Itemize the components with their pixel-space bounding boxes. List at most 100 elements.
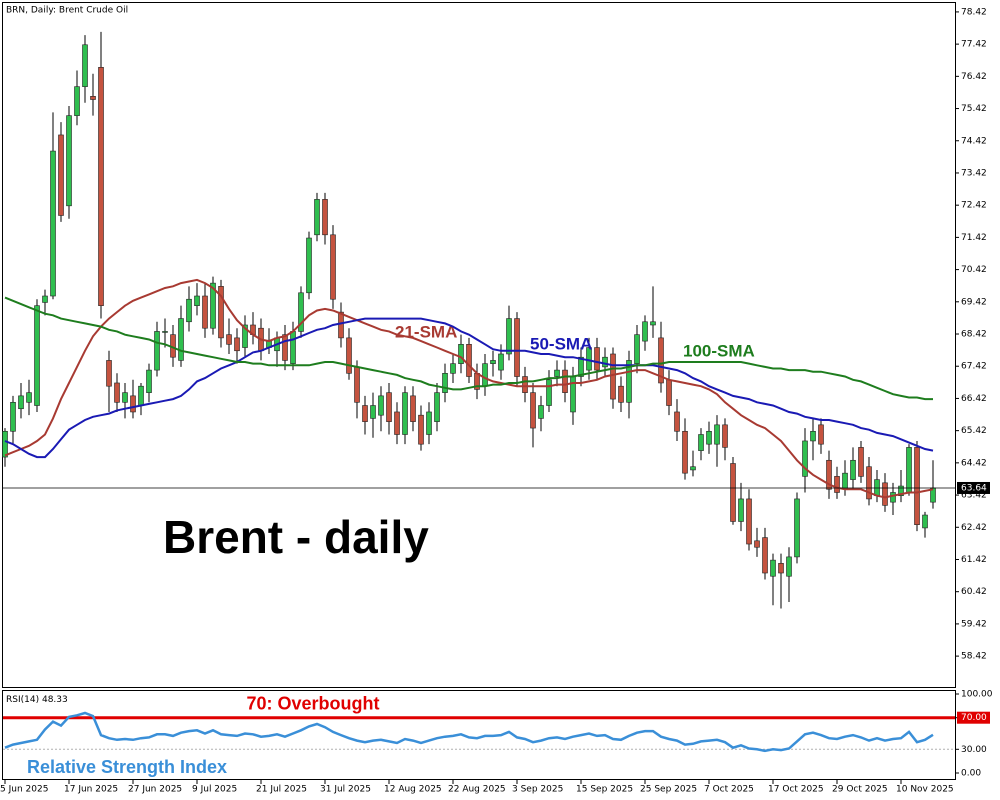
candle-body (458, 344, 464, 364)
chart-annotation: Brent - daily (163, 511, 429, 563)
y-tick-label: 70.42 (961, 265, 987, 275)
candle-body (706, 430, 712, 445)
candle-body (50, 150, 56, 297)
candle-body (442, 373, 448, 393)
y-tick-label: 71.42 (961, 233, 987, 243)
candle-body (722, 424, 728, 448)
candle-body (426, 411, 432, 435)
candle-body (738, 498, 744, 522)
last-price-tag (957, 481, 990, 494)
candle-body (290, 331, 296, 364)
candle-body (330, 234, 336, 300)
candle-body (730, 463, 736, 522)
candle-body (338, 311, 344, 339)
x-tick-label: 31 Jul 2025 (320, 785, 371, 795)
candle-body (658, 337, 664, 384)
y-tick-label: 76.42 (961, 72, 987, 82)
candle-body (82, 44, 88, 87)
candle-body (906, 447, 912, 493)
candle-body (602, 356, 608, 368)
y-tick-label: 59.42 (961, 619, 987, 629)
candle-body (34, 305, 40, 406)
x-tick-label: 9 Jul 2025 (192, 785, 237, 795)
candle-body (130, 395, 136, 413)
x-tick-label: 25 Sep 2025 (640, 785, 697, 795)
last-price-label: 63.64 (961, 483, 987, 493)
sma-label: 100-SMA (683, 341, 755, 360)
x-tick-label: 22 Aug 2025 (448, 785, 506, 795)
candle-body (858, 447, 864, 477)
candle-body (242, 324, 248, 348)
candle-body (234, 337, 240, 352)
candle-body (362, 405, 368, 422)
rsi-last-value: 48.33 (42, 695, 68, 705)
x-tick-label: 29 Oct 2025 (832, 785, 888, 795)
y-tick-label: 69.42 (961, 297, 987, 307)
candle-body (346, 337, 352, 374)
candle-body (66, 115, 72, 207)
candle-body (650, 321, 656, 326)
candle-body (162, 331, 168, 333)
candle-body (434, 392, 440, 422)
content: 78.42 77.42 76.42 75.42 74.42 73.42 72.42 71.42… (0, 7, 993, 794)
y-tick-label: 65.42 (961, 426, 987, 436)
candle-body (386, 392, 392, 422)
candle-body (866, 466, 872, 500)
candle-body (810, 430, 816, 442)
candle-body (746, 498, 752, 545)
rsi-level-tag (957, 711, 990, 724)
candle-body (490, 360, 496, 364)
y-tick-label: 58.42 (961, 652, 987, 662)
candle-body (74, 86, 80, 116)
candle-body (306, 237, 312, 294)
y-tick-label: 75.42 (961, 104, 987, 114)
candle-body (450, 363, 456, 374)
x-tick-label: 17 Oct 2025 (768, 785, 824, 795)
candle-body (690, 466, 696, 471)
candle-body (914, 447, 920, 525)
candle-body (410, 395, 416, 422)
y-tick-label: 62.42 (961, 523, 987, 533)
candle-body (778, 563, 784, 574)
rsi-subtitle: Relative Strength Index (27, 757, 227, 777)
candle-body (586, 347, 592, 371)
price-panel (2, 2, 956, 688)
candle-body (682, 430, 688, 474)
candle-body (210, 282, 216, 329)
rsi-name: RSI(14) (6, 695, 39, 705)
candle-body (714, 424, 720, 445)
y-tick-label: 74.42 (961, 136, 987, 146)
candle-body (842, 472, 848, 490)
candle-body (314, 199, 320, 236)
candle-body (58, 134, 64, 216)
candle-body (418, 414, 424, 445)
candle-body (850, 459, 856, 480)
candle-body (626, 360, 632, 403)
candle-body (922, 514, 928, 529)
candle-body (194, 295, 200, 306)
candle-body (2, 430, 8, 458)
y-tick-label: 73.42 (961, 168, 987, 178)
candle-body (402, 392, 408, 435)
x-tick-label: 12 Aug 2025 (384, 785, 442, 795)
candle-body (530, 392, 536, 429)
y-tick-label: 61.42 (961, 555, 987, 565)
candle-body (578, 356, 584, 377)
candle-body (802, 440, 808, 477)
y-tick-label: 60.42 (961, 587, 987, 597)
x-tick-label: 21 Jul 2025 (256, 785, 307, 795)
candle-body (794, 498, 800, 558)
candle-body (482, 363, 488, 387)
y-tick-label: 77.42 (961, 40, 987, 50)
chart-title: BRN, Daily: Brent Crude Oil (6, 6, 128, 16)
y-tick-label: 64.42 (961, 458, 987, 468)
rsi-y-tick-label: 100.00 (961, 689, 993, 699)
candle-body (322, 199, 328, 236)
x-tick-label: 10 Nov 2025 (896, 785, 954, 795)
candle-body (882, 482, 888, 506)
candle-body (122, 392, 128, 403)
candle-body (106, 360, 112, 387)
y-tick-label: 72.42 (961, 201, 987, 211)
rsi-panel (2, 690, 956, 780)
rsi-y-tick-label: 70.00 (961, 713, 987, 723)
